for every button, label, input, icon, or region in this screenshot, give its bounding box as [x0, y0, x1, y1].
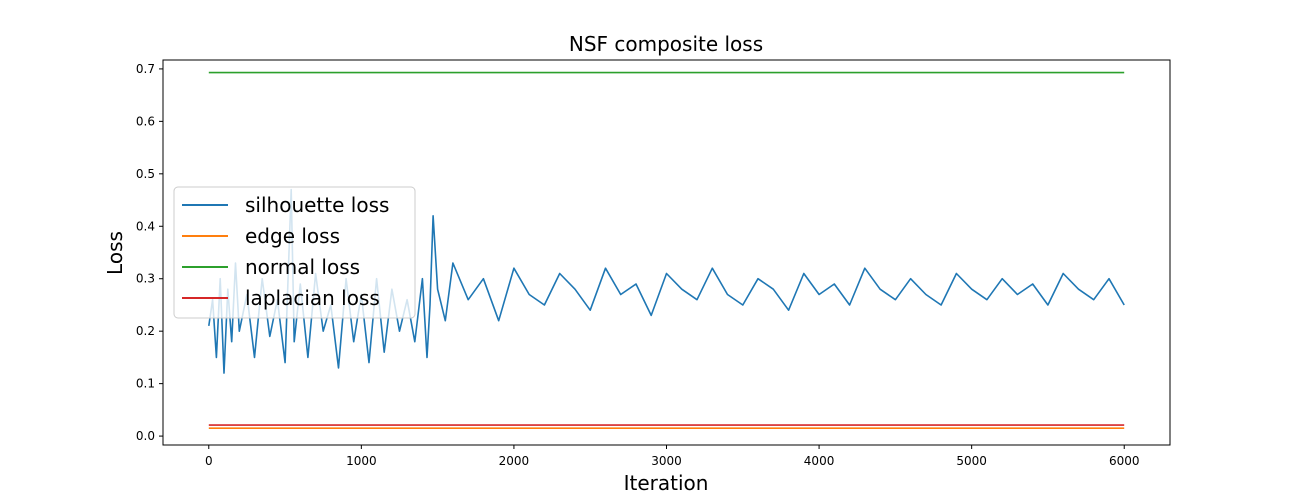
y-axis-ticks: 0.0 0.1 0.2 0.3 0.4 0.5 0.6 0.7 [136, 62, 163, 443]
x-tick-label: 3000 [651, 454, 682, 468]
legend-label: edge loss [245, 224, 340, 248]
chart-title: NSF composite loss [569, 32, 763, 56]
y-tick-label: 0.0 [136, 429, 155, 443]
legend-label: normal loss [245, 255, 360, 279]
y-tick-label: 0.4 [136, 219, 155, 233]
legend-label: laplacian loss [245, 286, 380, 310]
series-line-silhouette-loss [208, 188, 1125, 374]
y-tick-label: 0.7 [136, 62, 155, 76]
y-tick-label: 0.1 [136, 377, 155, 391]
x-axis-label: Iteration [624, 471, 709, 495]
legend-box [173, 186, 416, 319]
legend: silhouette loss edge loss normal loss lapla… [173, 186, 416, 319]
x-tick-label: 5000 [956, 454, 987, 468]
legend-label: silhouette loss [245, 193, 389, 217]
series-layer [208, 71, 1125, 430]
x-tick-label: 4000 [804, 454, 835, 468]
x-tick-label: 1000 [346, 454, 377, 468]
y-tick-label: 0.5 [136, 167, 155, 181]
x-tick-label: 2000 [499, 454, 530, 468]
y-tick-label: 0.2 [136, 324, 155, 338]
y-tick-label: 0.3 [136, 272, 155, 286]
y-axis-label: Loss [103, 231, 127, 275]
y-tick-label: 0.6 [136, 114, 155, 128]
x-tick-label: 0 [205, 454, 213, 468]
x-axis-ticks: 0 1000 2000 3000 4000 5000 6000 [205, 445, 1140, 468]
x-tick-label: 6000 [1109, 454, 1140, 468]
